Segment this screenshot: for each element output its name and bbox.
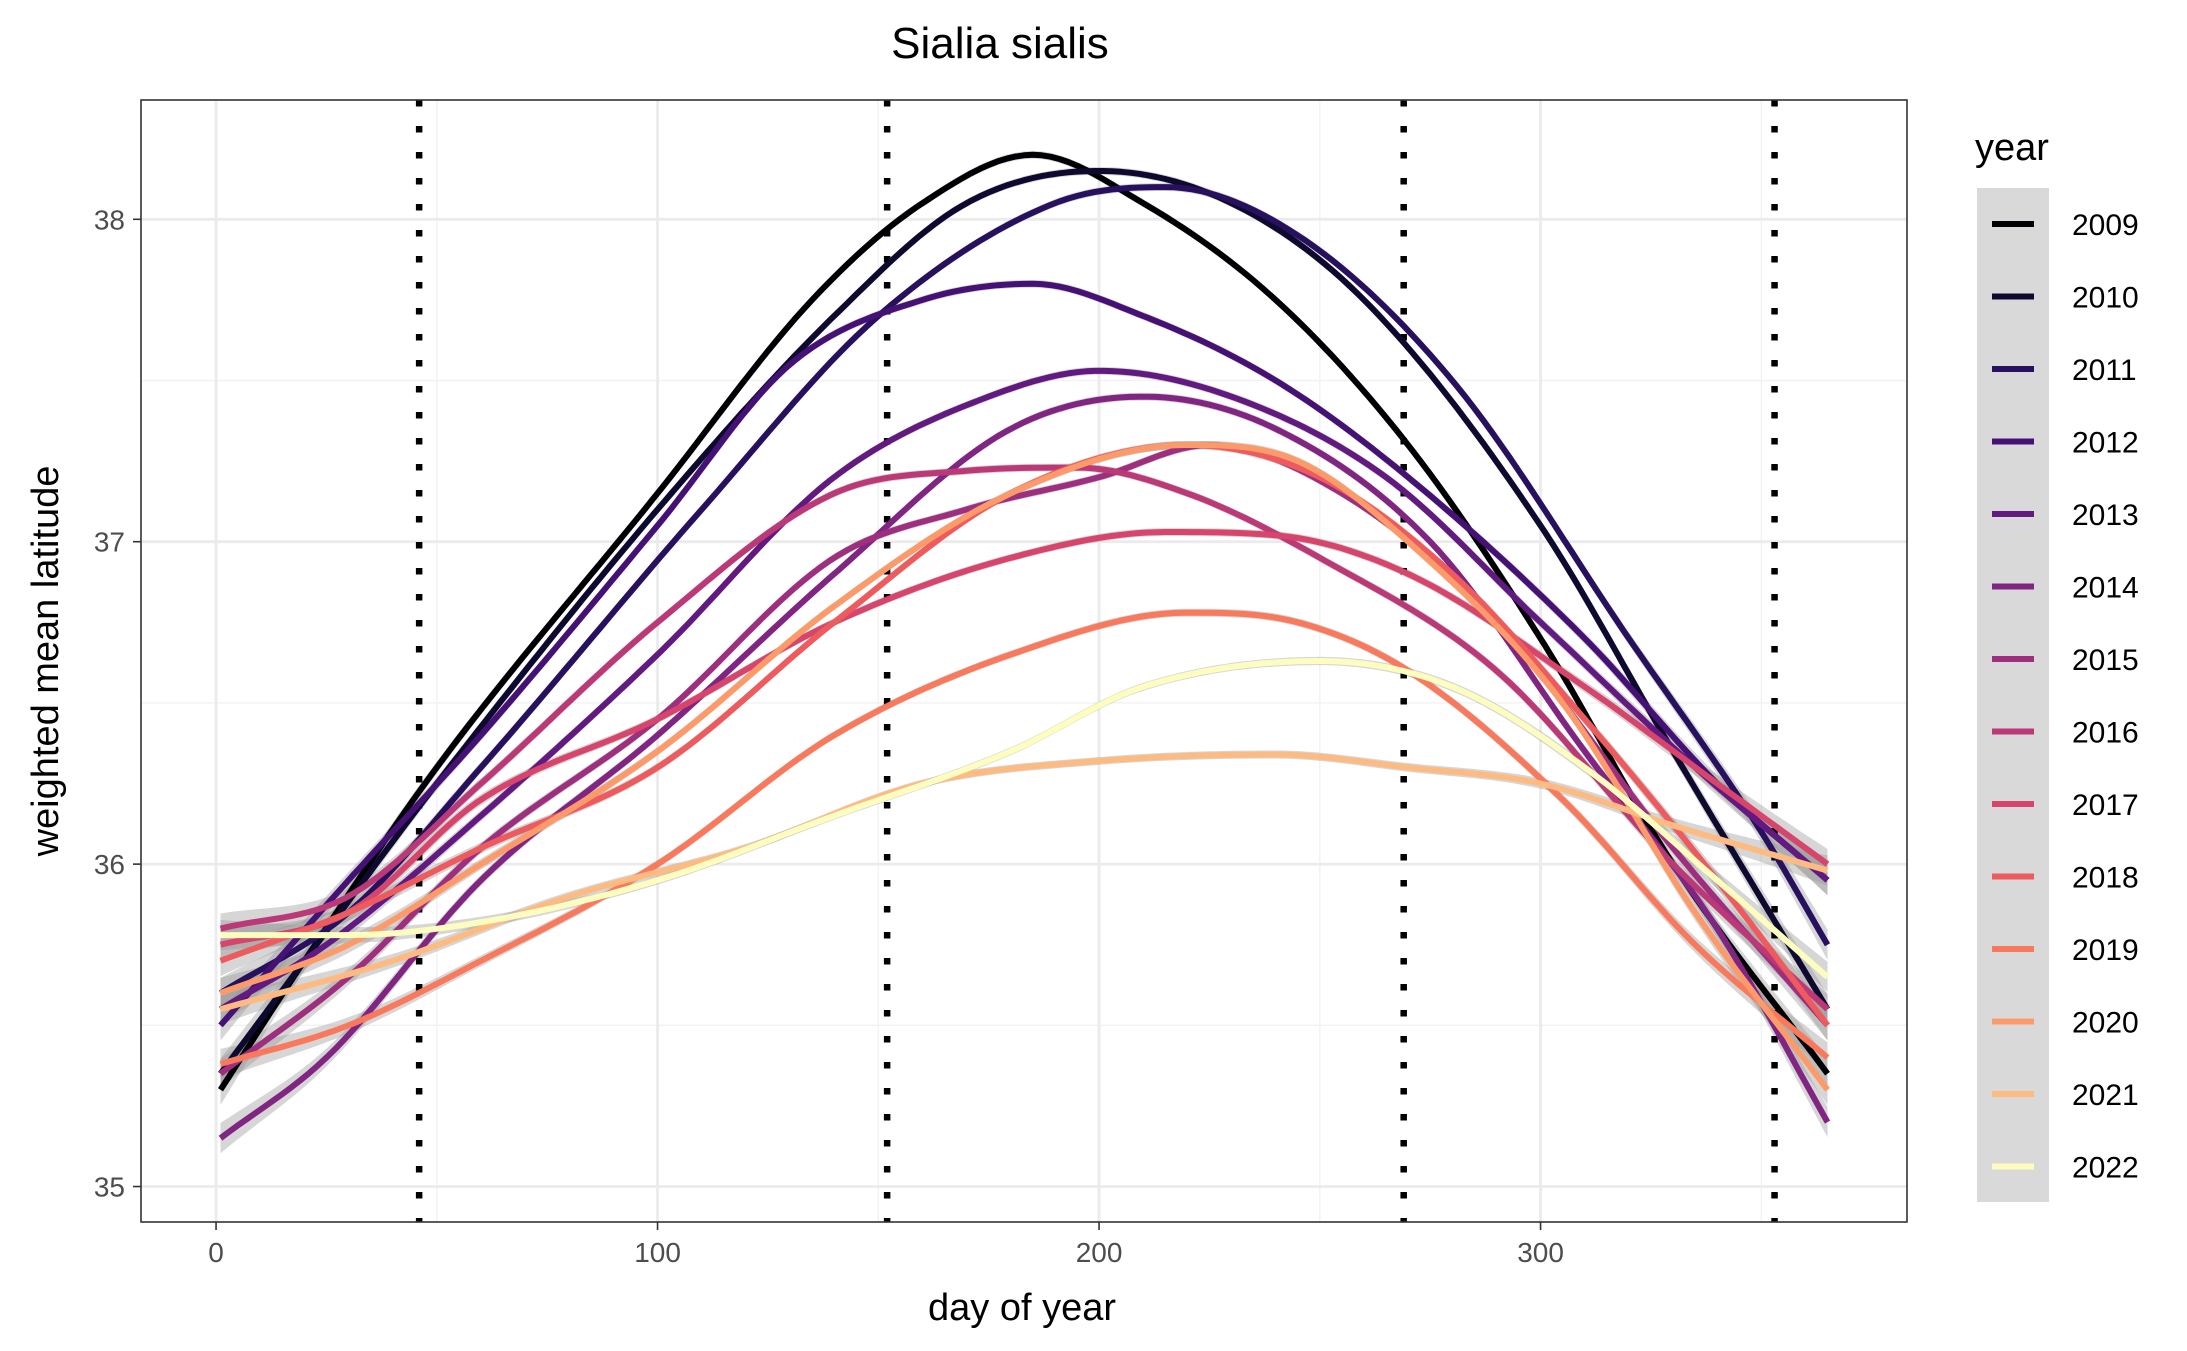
series-line-2019	[219, 609, 1830, 1067]
series-line-2022	[220, 658, 1830, 980]
series-line-2014	[218, 393, 1831, 1141]
x-tick-label: 0	[208, 1237, 224, 1268]
x-axis-title: day of year	[928, 1287, 1116, 1329]
grid-lines	[141, 100, 1907, 1222]
plot-panel	[141, 100, 1907, 1222]
season-divider-lines	[415, 100, 1778, 1222]
legend-label-2013: 2013	[2072, 499, 2139, 532]
y-tick-label: 35	[94, 1172, 125, 1203]
legend-label-2022: 2022	[2072, 1152, 2139, 1185]
chart-title: Sialia sialis	[891, 19, 1109, 68]
x-axis: 0 100 200 300	[208, 1222, 1564, 1268]
y-axis-title: weighted mean latitude	[25, 466, 67, 858]
x-tick-label: 100	[634, 1237, 681, 1268]
x-tick-label: 200	[1076, 1237, 1123, 1268]
x-tick-label: 300	[1517, 1237, 1564, 1268]
y-tick-label: 38	[94, 204, 125, 235]
legend-label-2015: 2015	[2072, 644, 2139, 677]
legend-label-2019: 2019	[2072, 934, 2139, 967]
series-line-2011	[218, 184, 1831, 996]
legend-title: year	[1975, 127, 2049, 169]
legend-items: 2009 2010 2011 2012 2013 2014 2015 2016 2017 2018…	[1992, 209, 2139, 1185]
legend-label-2010: 2010	[2072, 282, 2139, 315]
series-line-2013	[218, 367, 1830, 1012]
legend-label-2020: 2020	[2072, 1007, 2139, 1040]
series-line-2010	[218, 168, 1831, 1076]
y-tick-label: 37	[94, 527, 125, 558]
series-lines	[217, 151, 1831, 1141]
series-line-2016	[219, 464, 1830, 1012]
legend-label-2014: 2014	[2072, 572, 2139, 605]
legend: year 2009 2010 2011 2012 2013 2014 2015 2016 201…	[1975, 127, 2139, 1202]
legend-label-2018: 2018	[2072, 862, 2139, 895]
legend-label-2016: 2016	[2072, 717, 2139, 750]
series-line-2021	[219, 751, 1829, 1013]
y-axis: 35 36 37 38	[94, 204, 141, 1203]
series-line-2012	[218, 280, 1830, 1028]
y-tick-label: 36	[94, 849, 125, 880]
legend-label-2012: 2012	[2072, 427, 2139, 460]
legend-key-background	[1977, 188, 2049, 1202]
series-line-2020	[219, 442, 1830, 1092]
legend-label-2009: 2009	[2072, 209, 2139, 242]
legend-label-2017: 2017	[2072, 789, 2139, 822]
plot-border	[140, 99, 1908, 1223]
series-line-2017	[219, 529, 1830, 948]
legend-label-2011: 2011	[2072, 354, 2137, 387]
legend-label-2021: 2021	[2072, 1079, 2139, 1112]
